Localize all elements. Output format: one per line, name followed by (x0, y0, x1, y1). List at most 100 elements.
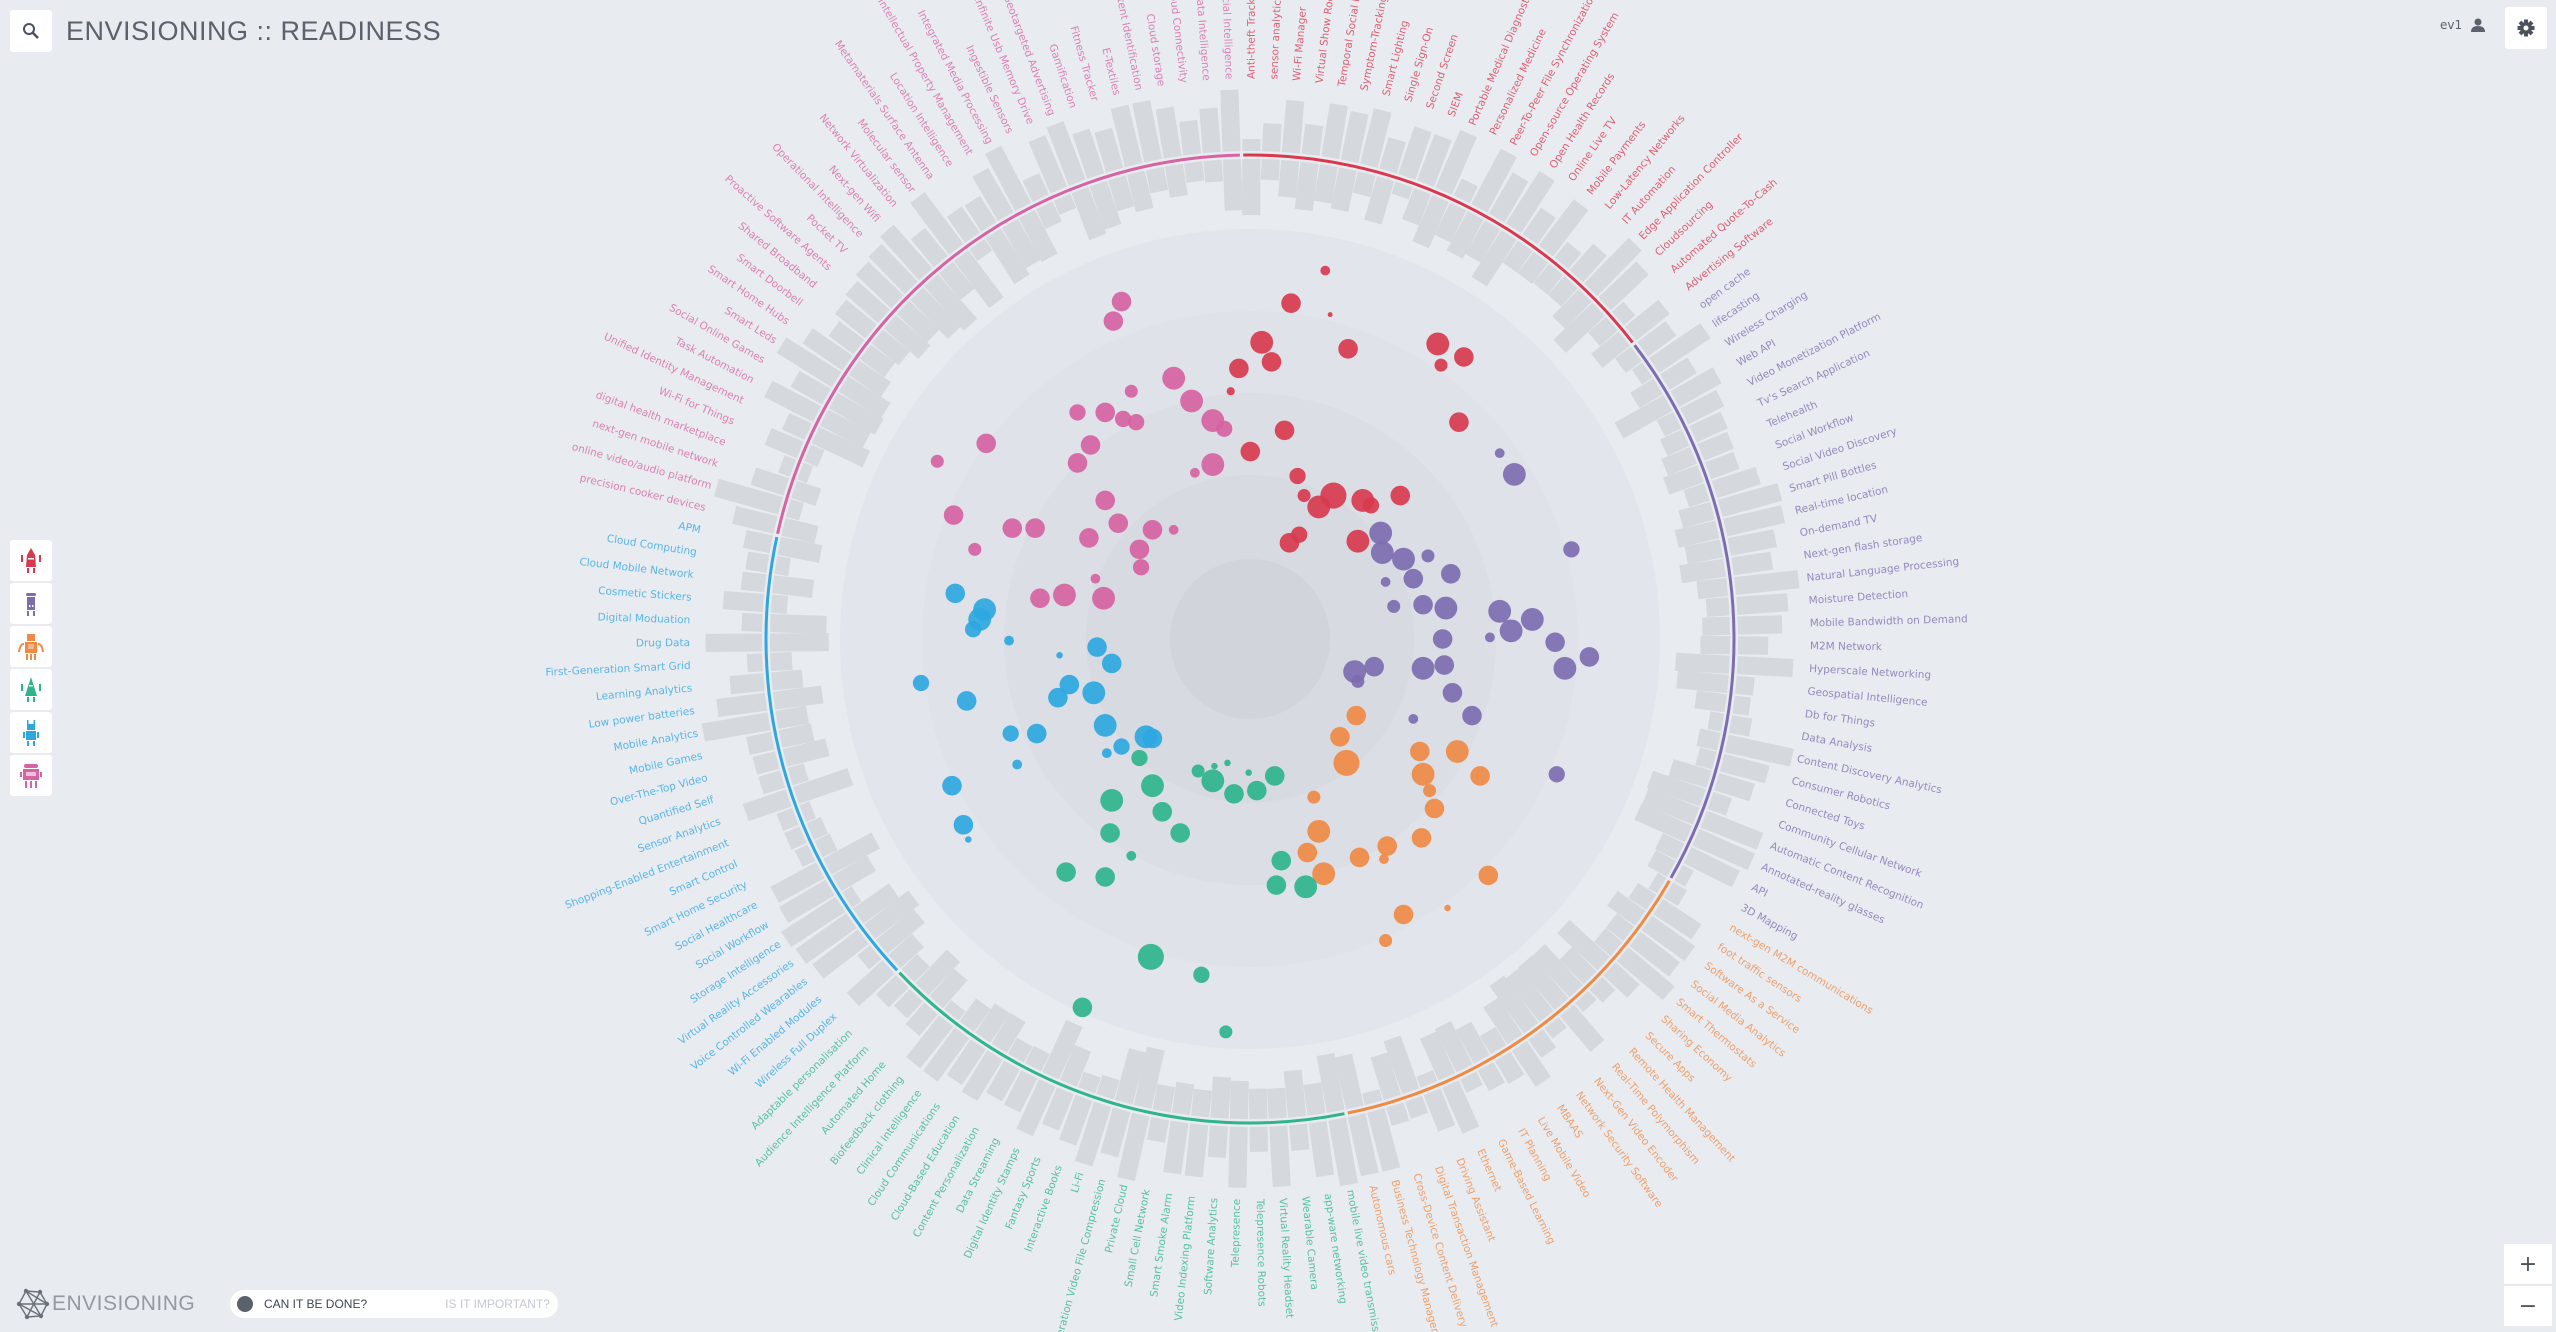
technology-bubble-red[interactable] (1229, 358, 1249, 379)
technology-bubble-pink[interactable] (1201, 453, 1225, 476)
technology-bubble-pink[interactable] (1114, 410, 1132, 428)
technology-bubble-red[interactable] (1279, 533, 1300, 553)
technology-bubble-purple[interactable] (1413, 594, 1433, 615)
technology-bubble-purple[interactable] (1380, 577, 1391, 587)
technology-bubble-purple[interactable] (1421, 549, 1435, 563)
technology-bubble-green[interactable] (1170, 823, 1190, 843)
technology-label[interactable]: Cloud Connectivity (1166, 0, 1190, 84)
technology-bubble-purple[interactable] (1408, 713, 1419, 724)
technology-bubble-blue[interactable] (965, 621, 982, 638)
technology-label[interactable]: APM (677, 520, 701, 536)
technology-bubble-orange[interactable] (1312, 862, 1336, 886)
technology-bubble-pink[interactable] (1002, 518, 1023, 538)
technology-bubble-pink[interactable] (1030, 588, 1050, 609)
technology-bubble-orange[interactable] (1379, 934, 1393, 948)
zoom-out-button[interactable]: − (2504, 1286, 2552, 1326)
technology-bubble-red[interactable] (1297, 489, 1311, 503)
technology-bubble-orange[interactable] (1478, 865, 1499, 886)
technology-bubble-blue[interactable] (1093, 713, 1117, 737)
technology-label[interactable]: Next-gen flash storage (1803, 532, 1923, 562)
technology-bubble-red[interactable] (1261, 352, 1282, 372)
technology-bubble-red[interactable] (1307, 495, 1331, 519)
technology-bubble-red[interactable] (1346, 529, 1370, 553)
technology-bubble-red[interactable] (1250, 330, 1274, 354)
technology-bubble-pink[interactable] (1142, 520, 1163, 540)
technology-bubble-purple[interactable] (1364, 656, 1384, 677)
technology-bubble-red[interactable] (1449, 412, 1469, 432)
user-menu[interactable]: ev1 (2440, 18, 2486, 32)
technology-bubble-blue[interactable] (1082, 681, 1106, 705)
technology-bubble-green[interactable] (1224, 784, 1244, 804)
technology-bubble-orange[interactable] (1346, 705, 1367, 726)
technology-label[interactable]: sensor analytics (1268, 0, 1284, 80)
technology-bubble-green[interactable] (1247, 780, 1267, 801)
technology-bubble-purple[interactable] (1432, 629, 1453, 649)
technology-bubble-pink[interactable] (1025, 518, 1045, 538)
technology-bubble-green[interactable] (1056, 862, 1076, 882)
technology-bubble-purple[interactable] (1494, 448, 1505, 459)
technology-bubble-purple[interactable] (1434, 655, 1455, 675)
technology-bubble-blue[interactable] (1142, 728, 1163, 749)
technology-label[interactable]: SIEM (1446, 90, 1466, 118)
technology-bubble-green[interactable] (1294, 875, 1318, 899)
technology-bubble-green[interactable] (1224, 759, 1231, 767)
search-button[interactable] (10, 10, 52, 52)
technology-bubble-red[interactable] (1240, 441, 1261, 462)
technology-bubble-green[interactable] (1137, 943, 1164, 970)
category-filter-red[interactable] (10, 540, 52, 581)
technology-bubble-blue[interactable] (912, 674, 930, 692)
technology-label[interactable]: Mobile Analytics (613, 728, 699, 754)
technology-bubble-pink[interactable] (968, 542, 982, 556)
technology-bubble-pink[interactable] (1090, 573, 1101, 584)
technology-bubble-red[interactable] (1226, 387, 1235, 396)
technology-bubble-green[interactable] (1126, 850, 1137, 861)
technology-bubble-purple[interactable] (1442, 683, 1463, 703)
technology-label[interactable]: Game-Based Learning (1495, 1137, 1558, 1246)
technology-bubble-pink[interactable] (1103, 311, 1124, 331)
technology-bubble-purple[interactable] (1502, 462, 1526, 486)
technology-bubble-orange[interactable] (1379, 854, 1389, 864)
technology-bubble-pink[interactable] (1067, 453, 1088, 473)
technology-label[interactable]: Small Cell Network (1123, 1187, 1153, 1288)
technology-label[interactable]: Telepresence (1229, 1199, 1243, 1269)
technology-bubble-red[interactable] (1274, 420, 1295, 441)
technology-bubble-red[interactable] (1281, 293, 1301, 313)
technology-bubble-pink[interactable] (1095, 402, 1115, 423)
technology-bubble-purple[interactable] (1553, 656, 1577, 680)
category-filter-orange[interactable] (10, 626, 52, 667)
technology-bubble-orange[interactable] (1333, 749, 1360, 776)
technology-bubble-orange[interactable] (1307, 819, 1331, 843)
envisioning-logo[interactable]: ENVISIONING (16, 1287, 195, 1321)
technology-label[interactable]: Db for Things (1804, 708, 1876, 729)
technology-label[interactable]: Cloud Computing (606, 533, 698, 559)
technology-bubble-blue[interactable] (1059, 674, 1080, 695)
technology-label[interactable]: Drug Data (636, 637, 690, 649)
technology-bubble-green[interactable] (1211, 762, 1218, 770)
technology-bubble-purple[interactable] (1387, 599, 1401, 613)
technology-bubble-blue[interactable] (945, 583, 966, 604)
technology-bubble-green[interactable] (1271, 850, 1292, 871)
technology-bubble-pink[interactable] (1216, 420, 1233, 437)
technology-label[interactable]: Geospatial Intelligence (1807, 686, 1928, 709)
technology-bubble-blue[interactable] (1002, 725, 1019, 742)
technology-bubble-red[interactable] (1289, 467, 1306, 485)
technology-bubble-green[interactable] (1072, 997, 1093, 1018)
technology-label[interactable]: Artificial Intelligence (1219, 0, 1235, 80)
technology-bubble-blue[interactable] (1101, 748, 1112, 758)
technology-label[interactable]: Video Indexing Platform (1173, 1195, 1198, 1321)
technology-bubble-blue[interactable] (1004, 635, 1014, 646)
technology-bubble-orange[interactable] (1349, 847, 1370, 868)
technology-bubble-green[interactable] (1219, 1025, 1233, 1039)
technology-label[interactable]: API (1749, 882, 1769, 900)
technology-bubble-pink[interactable] (1124, 384, 1138, 398)
technology-label[interactable]: Natural Language Processing (1806, 556, 1960, 585)
technology-label[interactable]: Cloud Mobile Network (579, 556, 695, 581)
technology-bubble-red[interactable] (1320, 265, 1331, 276)
readiness-importance-toggle[interactable]: CAN IT BE DONE? IS IT IMPORTANT? (230, 1290, 558, 1318)
technology-bubble-purple[interactable] (1369, 521, 1393, 545)
technology-bubble-pink[interactable] (976, 433, 996, 454)
technology-bubble-pink[interactable] (943, 505, 964, 525)
technology-label[interactable]: Cloud storage (1144, 13, 1167, 87)
technology-label[interactable]: MBAAS (1554, 1103, 1585, 1141)
